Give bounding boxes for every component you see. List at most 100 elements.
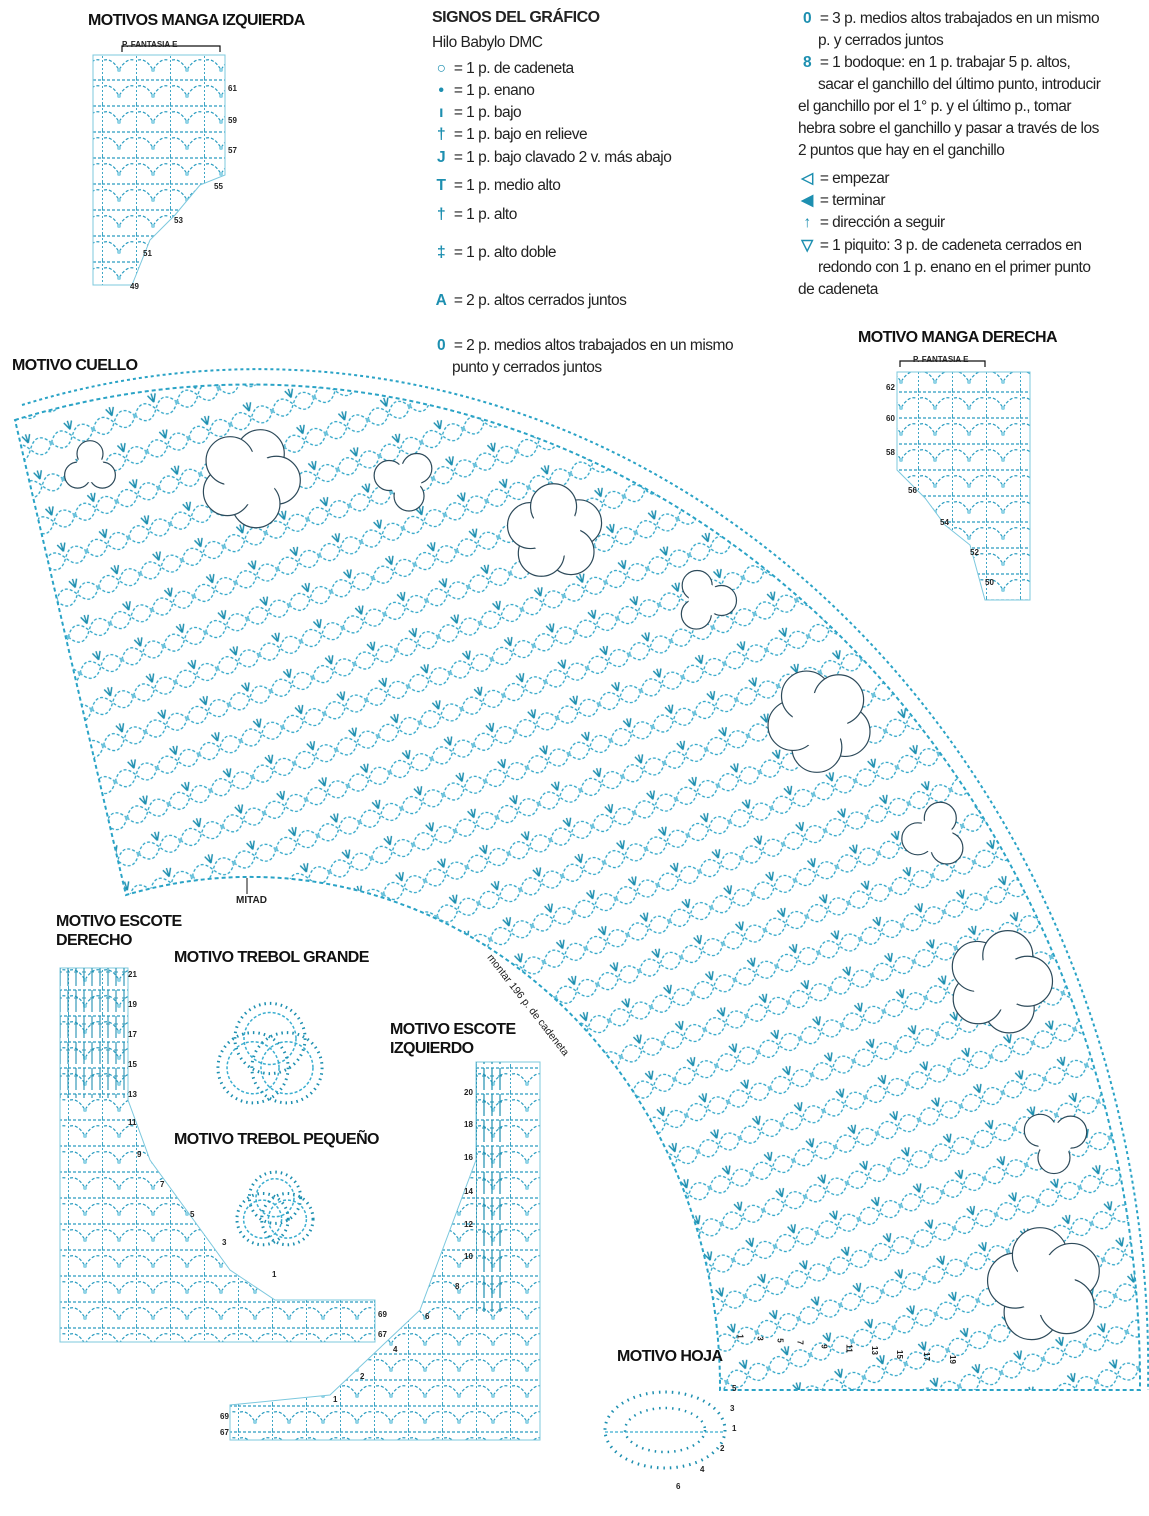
escote-derecho-stitches bbox=[60, 968, 128, 1098]
small-clover-motif bbox=[680, 569, 738, 630]
legend-item-text: = 1 p. enano bbox=[453, 82, 535, 99]
trebol-grande-diagram bbox=[216, 1001, 324, 1105]
row-number: 55 bbox=[214, 182, 223, 191]
legend-item: T = 1 p. medio alto bbox=[432, 175, 561, 197]
row-number: 3 bbox=[755, 1336, 765, 1341]
legend-item-text: = 2 p. altos cerrados juntos bbox=[453, 292, 627, 309]
legend-item: 0 = 3 p. medios altos trabajados en un m… bbox=[798, 8, 1100, 52]
legend-item: 0 = 2 p. medios altos trabajados en un m… bbox=[432, 335, 734, 379]
legend-item-text: = 1 p. medio alto bbox=[453, 177, 561, 194]
row-number: 4 bbox=[700, 1465, 705, 1474]
small-clover-motif bbox=[64, 440, 116, 489]
picot-icon: ▽ bbox=[801, 237, 813, 254]
raised-single-crochet-icon: † bbox=[436, 126, 446, 143]
legend-item-text: = 1 p. bajo bbox=[453, 104, 522, 121]
small-clover-motif bbox=[901, 801, 964, 865]
legend-item-text-cont: redondo con 1 p. enano en el primer punt… bbox=[818, 259, 1091, 276]
row-number: 8 bbox=[455, 1282, 460, 1291]
hdc2-cluster-icon: 0 bbox=[436, 337, 446, 354]
escote-izquierdo-stitches bbox=[476, 1062, 506, 1312]
trebol-grande-title: MOTIVO TREBOL GRANDE bbox=[174, 949, 369, 966]
escote-izquierdo-title: MOTIVO ESCOTE IZQUIERDO bbox=[390, 1020, 516, 1058]
legend-item: • = 1 p. enano bbox=[432, 80, 535, 102]
legend-item: ↑ = dirección a seguir bbox=[798, 212, 945, 234]
pattern-label-right: P. FANTASIA E bbox=[913, 355, 969, 364]
trebol-pequeno-title: MOTIVO TREBOL PEQUEÑO bbox=[174, 1131, 380, 1148]
row-number: 52 bbox=[970, 548, 979, 557]
legend-item: ○ = 1 p. de cadeneta bbox=[432, 58, 575, 80]
hoja-title: MOTIVO HOJA bbox=[617, 1348, 723, 1365]
row-number: 6 bbox=[425, 1312, 430, 1321]
hdc3-cluster-icon: 0 bbox=[802, 10, 812, 27]
small-clover-motif bbox=[373, 452, 433, 512]
bobble-icon: 8 bbox=[802, 54, 812, 71]
row-number: 1 bbox=[272, 1270, 277, 1279]
mitad-label: MITAD bbox=[236, 895, 267, 906]
row-number: 17 bbox=[128, 1030, 137, 1039]
row-number: 10 bbox=[464, 1252, 473, 1261]
legend-item-text: = empezar bbox=[819, 170, 890, 187]
row-number: 14 bbox=[464, 1187, 473, 1196]
row-number: 1 bbox=[732, 1424, 737, 1433]
large-flower-motif bbox=[986, 1227, 1100, 1341]
row-number: 54 bbox=[940, 518, 949, 527]
legend-item-text-cont: sacar el ganchillo del último punto, int… bbox=[818, 76, 1101, 93]
row-number: 49 bbox=[130, 282, 139, 291]
dc2tog-icon: A bbox=[435, 292, 447, 309]
legend-item-text-cont: de cadeneta bbox=[798, 281, 878, 298]
legend-item-text-cont: 2 puntos que hay en el ganchillo bbox=[798, 142, 1005, 159]
legend-item-text: = 1 bodoque: en 1 p. trabajar 5 p. altos… bbox=[819, 54, 1071, 71]
row-number: 6 bbox=[676, 1482, 681, 1491]
legend-title: SIGNOS DEL GRÁFICO bbox=[432, 9, 600, 26]
cuello-title: MOTIVO CUELLO bbox=[12, 357, 138, 374]
half-double-icon: T bbox=[436, 177, 446, 194]
row-number: 5 bbox=[732, 1384, 737, 1393]
escote-derecho-title-line1: MOTIVO ESCOTE bbox=[56, 913, 182, 930]
legend-item-text-cont: hebra sobre el ganchillo y pasar a travé… bbox=[798, 120, 1099, 137]
row-number: 5 bbox=[775, 1338, 785, 1343]
row-number: 1 bbox=[333, 1395, 338, 1404]
collar-fan-chart bbox=[13, 383, 1142, 1391]
row-number: 7 bbox=[795, 1340, 805, 1345]
spike-stitch-icon: J bbox=[436, 149, 446, 166]
manga-izquierda-chart bbox=[92, 54, 226, 286]
row-number: 11 bbox=[128, 1118, 137, 1127]
row-number: 19 bbox=[128, 1000, 137, 1009]
row-number: 56 bbox=[908, 486, 917, 495]
legend-item-text-cont: el ganchillo por el 1° p. y el último p.… bbox=[798, 98, 1072, 115]
row-number: 2 bbox=[360, 1372, 365, 1381]
legend-item: ▽ = 1 piquito: 3 p. de cadeneta cerrados… bbox=[798, 235, 1091, 301]
legend-item-text: = 1 piquito: 3 p. de cadeneta cerrados e… bbox=[819, 237, 1082, 254]
trebol-pequeno-diagram bbox=[235, 1170, 315, 1247]
end-icon: ◀ bbox=[801, 192, 813, 209]
legend-item: A = 2 p. altos cerrados juntos bbox=[432, 290, 627, 312]
large-flower-motif bbox=[202, 429, 301, 529]
row-number: 9 bbox=[137, 1150, 142, 1159]
row-number: 60 bbox=[886, 414, 895, 423]
row-number: 67 bbox=[378, 1330, 387, 1339]
manga-derecha-title: MOTIVO MANGA DERECHA bbox=[858, 329, 1058, 346]
legend-item-text-cont: punto y cerrados juntos bbox=[452, 359, 602, 376]
single-crochet-icon: ı bbox=[439, 104, 443, 121]
pattern-bracket-right bbox=[899, 360, 986, 367]
escote-derecho-title: MOTIVO ESCOTE DERECHO bbox=[56, 912, 182, 950]
escote-izquierdo-mesh bbox=[229, 1061, 541, 1441]
row-number: 5 bbox=[190, 1210, 195, 1219]
treble-crochet-icon: ‡ bbox=[436, 244, 446, 261]
row-number: 21 bbox=[128, 970, 137, 979]
row-number: 4 bbox=[393, 1345, 398, 1354]
row-number: 3 bbox=[222, 1238, 227, 1247]
collar-outer-edge bbox=[21, 368, 1149, 1391]
legend-item: 8 = 1 bodoque: en 1 p. trabajar 5 p. alt… bbox=[798, 52, 1101, 162]
row-number: 51 bbox=[143, 249, 152, 258]
row-number: 59 bbox=[228, 116, 237, 125]
legend-item-text-cont: p. y cerrados juntos bbox=[818, 32, 944, 49]
direction-arrow-icon: ↑ bbox=[803, 214, 811, 231]
large-flower-motif bbox=[767, 670, 871, 773]
hoja-diagram bbox=[603, 1390, 727, 1470]
row-number: 1 bbox=[735, 1334, 745, 1339]
legend-item-text: = 1 p. de cadeneta bbox=[453, 60, 574, 77]
legend-item-text: = 1 p. alto bbox=[453, 206, 518, 223]
row-number: 19 bbox=[947, 1355, 957, 1364]
